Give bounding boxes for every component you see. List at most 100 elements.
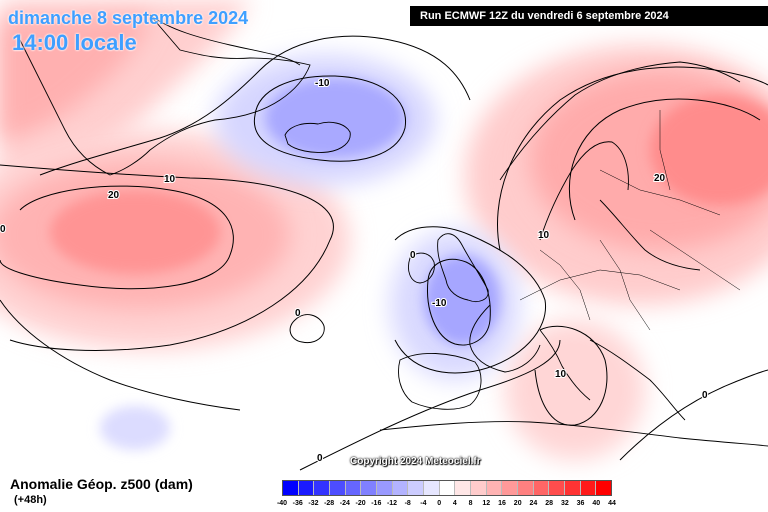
color-scale-tick: -12 [386,500,398,507]
contour-west-zero [0,299,241,411]
contour-iceland-minus10 [253,75,407,162]
cold-anomaly-iceland-core [265,78,405,158]
color-scale-tick: -24 [339,500,350,507]
label-scandinavia: 20 [654,173,666,184]
border-3 [599,239,651,331]
cold-anomaly-south-atlantic [100,406,170,450]
color-swatch [596,481,612,495]
color-swatch [424,481,440,495]
warm-anomaly-atlantic-core [50,190,220,274]
color-swatch [518,481,534,495]
color-swatch [439,481,456,495]
border-2 [539,249,591,321]
color-scale-tick: 20 [513,500,522,507]
border-5 [599,169,721,216]
contour-labels: -10 20 10 0 0 -10 0 20 10 10 0 0 [0,77,709,465]
greenland-east-coast [149,14,301,66]
color-scale-tick: 0 [437,500,442,507]
color-swatch [486,481,503,495]
balkans-coast [589,339,686,421]
color-scale-ticks: -40 -36 -32 -28 -24 -20 -16 -12 -8 -4 0 4 8 12 16 20 24 2… [277,500,616,510]
contour-atlantic-20 [0,185,234,290]
color-swatch [392,481,409,495]
color-scale-tick: 24 [529,500,538,507]
coastlines [19,14,768,447]
label-biscay-low: -10 [432,298,447,309]
color-scale-tick: 44 [608,500,616,507]
color-scale-tick: -20 [355,500,366,507]
label-mid-atlantic: 0 [295,308,301,319]
country-borders [519,110,741,331]
label-ireland: 0 [410,250,416,261]
anomaly-shading [0,0,768,460]
warm-anomaly-mediterranean [505,320,645,460]
label-greenland: 10 [164,174,176,185]
legend-subtitle: (+48h) [14,494,47,506]
color-swatch [314,481,331,495]
contour-south-zero [299,339,561,471]
color-scale-tick: 32 [560,500,569,507]
label-south: 0 [317,453,323,464]
scandinavia-coast [499,61,741,241]
contour-mediterranean-10 [534,325,608,426]
color-swatch [408,481,425,495]
britain-coast [437,233,489,302]
border-1 [519,269,681,301]
color-swatch [377,481,393,495]
color-scale-tick: -4 [420,500,427,507]
contour-zero-north [39,35,471,176]
forecast-time: 14:00 locale [12,30,137,55]
color-swatch [345,481,362,495]
color-scale-tick: -16 [371,500,382,507]
legend-title: Anomalie Géop. z500 (dam) [10,476,193,492]
contour-atlantic-10 [0,164,334,351]
ireland-coast [408,252,435,284]
label-iceland-low: -10 [315,78,330,89]
color-swatch [565,481,581,495]
color-swatch [330,481,346,495]
color-scale-tick: -36 [292,500,303,507]
color-scale-tick: 8 [468,500,473,507]
color-scale [282,480,612,496]
label-mediterranean: 10 [555,369,567,380]
color-scale-tick: -28 [324,500,335,507]
color-swatch [533,481,550,495]
color-swatch [580,481,597,495]
italy-coast [539,329,591,401]
warm-anomaly-greenland-core [0,15,150,140]
contour-scandinavia-10 [497,66,768,251]
iceland-coast [284,121,351,153]
border-6 [659,110,671,191]
label-north-sea: 10 [538,230,550,241]
contour-zero-atlantic [289,314,325,344]
baltic-coast [599,199,701,271]
color-scale-tick: 36 [576,500,585,507]
color-scale-tick: -32 [308,500,319,507]
france-coast [469,304,541,373]
color-swatch [455,481,472,495]
run-banner: Run ECMWF 12Z du vendredi 6 septembre 20… [410,6,768,26]
color-scale-tick: 12 [482,500,491,507]
color-scale-tick: -8 [404,500,411,507]
iberia-coast [398,352,482,410]
contour-scandinavia-20 [568,98,761,221]
color-scale-tick: 28 [545,500,554,507]
color-swatch [549,481,566,495]
color-swatch [283,481,299,495]
contour-biscay-minus10 [427,258,491,346]
copyright: Copyright 2024 Meteociel.fr [350,456,481,467]
label-balkans: 0 [702,390,708,401]
contour-zero-europe [394,226,547,374]
warm-anomaly-scandinavia-core [650,95,768,205]
color-swatch [502,481,519,495]
contour-lines [0,35,768,471]
color-scale-tick: 40 [592,500,601,507]
color-swatch [471,481,487,495]
border-4 [649,229,741,291]
color-scale-tick: 16 [498,500,506,507]
color-scale-tick: -40 [276,500,288,507]
label-atlantic-high: 20 [108,190,120,201]
contour-southeast-zero [619,369,768,461]
north-africa-coast [379,421,768,447]
